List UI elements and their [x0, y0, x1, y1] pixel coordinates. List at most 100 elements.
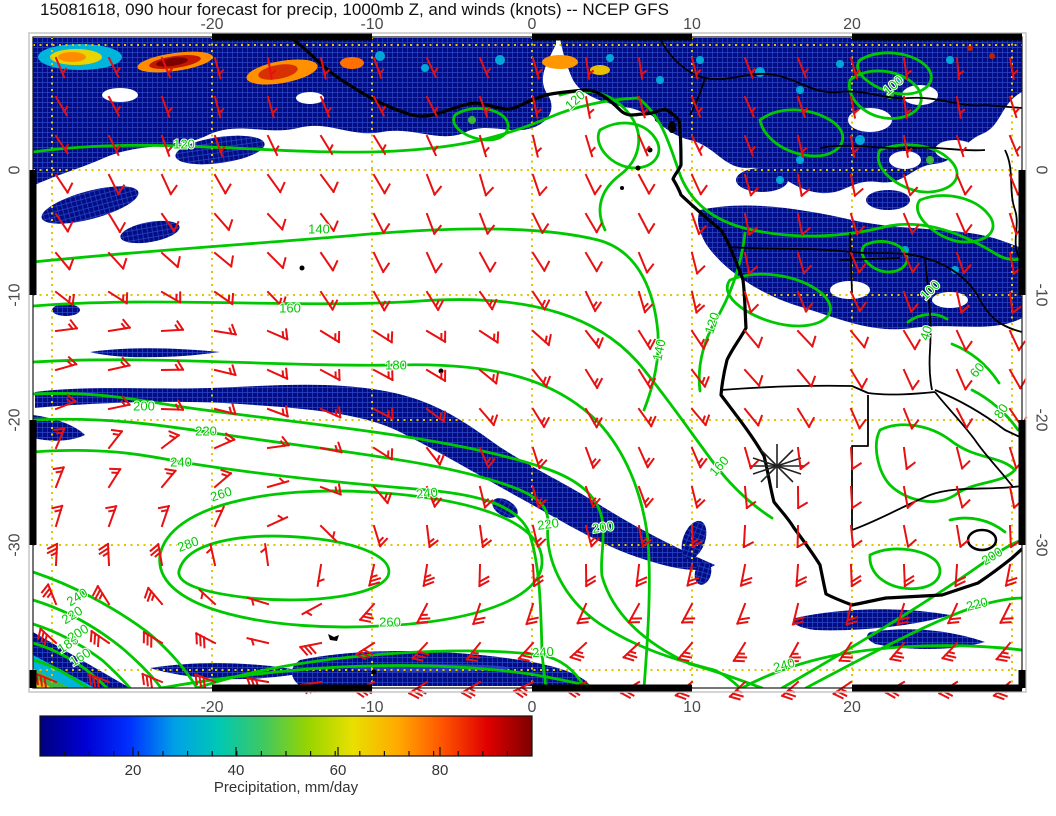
wind-barb — [690, 56, 702, 80]
wind-barb — [54, 290, 76, 307]
wind-barb — [425, 95, 439, 118]
contour-label: 260 — [379, 615, 401, 630]
y-axis-label-right: 0 — [1033, 166, 1050, 175]
wind-barb — [89, 629, 111, 648]
wind-barb — [743, 173, 760, 197]
contour-label: 120 — [173, 137, 195, 152]
wind-barb — [266, 56, 277, 80]
wind-barb — [584, 329, 604, 349]
y-axis-label-right: -20 — [1033, 408, 1050, 431]
wind-barb — [372, 407, 394, 421]
contour-label: 200 — [591, 518, 615, 536]
wind-barb — [796, 368, 817, 388]
wind-barb — [955, 368, 973, 391]
wind-barb — [584, 368, 604, 390]
wind-barb — [478, 173, 495, 197]
wind-barb — [425, 485, 443, 508]
wind-barb — [955, 524, 970, 549]
wind-barb — [478, 95, 491, 119]
geography-layer — [288, 37, 1022, 675]
wind-barb — [531, 134, 543, 158]
wind-barb — [213, 56, 225, 80]
x-axis-label-bottom: 20 — [843, 699, 861, 716]
wind-barb — [531, 56, 543, 80]
wind-barb — [54, 173, 74, 194]
wind-barb — [1008, 134, 1022, 157]
colorbar-tick-label: 80 — [432, 762, 449, 779]
wind-barb — [478, 212, 496, 236]
wind-barb — [955, 56, 965, 80]
contour-120-coastal — [636, 96, 1022, 393]
wind-barb — [531, 407, 551, 429]
wind-barb — [425, 212, 443, 236]
wind-barb — [246, 596, 270, 606]
wind-barb — [902, 485, 917, 510]
wind-barb — [319, 134, 334, 156]
wind-barb — [368, 563, 382, 587]
wind-barb — [796, 329, 817, 348]
colorbar-tick-label: 40 — [228, 762, 245, 779]
island-gough — [371, 669, 377, 675]
wind-barb — [955, 95, 966, 119]
wind-barb — [531, 173, 548, 197]
wind-barb — [736, 602, 750, 625]
wind-barb — [1004, 563, 1018, 587]
wind-barb — [732, 641, 748, 663]
colorbar-gradient — [39, 715, 533, 757]
wind-barb — [955, 290, 971, 314]
y-axis-label-left: -30 — [7, 533, 24, 556]
contour-260-closed — [158, 489, 544, 629]
wind-barb — [52, 466, 65, 489]
wind-barb — [319, 212, 339, 233]
wind-barb — [955, 485, 971, 509]
contour-120 — [33, 96, 640, 154]
wind-barb — [266, 405, 289, 418]
wind-barb — [849, 212, 866, 236]
wind-barb — [686, 563, 700, 587]
wind-barb — [266, 212, 287, 231]
wind-barb — [266, 290, 287, 309]
contour-220-south — [159, 664, 602, 688]
wind-barb — [902, 56, 913, 80]
wind-barb — [780, 680, 800, 701]
wind-barb — [902, 290, 920, 314]
wind-barb — [107, 173, 126, 196]
wind-barb — [902, 134, 913, 158]
country-borders-south — [720, 384, 1022, 531]
contour-240-sw — [33, 570, 199, 688]
wind-barb — [213, 505, 226, 528]
wind-barb — [213, 323, 238, 336]
wind-barb — [425, 251, 443, 274]
wind-barb — [478, 368, 500, 385]
contour-label: 180 — [385, 358, 407, 373]
wind-barb — [266, 514, 289, 528]
wind-barb — [637, 485, 655, 509]
wind-barb — [372, 173, 391, 195]
contour-zim-40 — [906, 313, 949, 324]
wind-barb — [743, 134, 756, 157]
wind-barb — [796, 134, 808, 158]
wind-barb — [690, 485, 706, 509]
wind-barb — [266, 134, 280, 157]
wind-barb — [849, 446, 863, 471]
wind-barb — [160, 134, 173, 158]
wind-barb — [88, 673, 111, 689]
wind-barb — [1008, 368, 1027, 390]
contour-congo-2 — [847, 69, 923, 120]
wind-barb — [849, 407, 867, 430]
contour-label: 120 — [702, 310, 723, 335]
contour-label: 40 — [917, 324, 936, 342]
wind-barb — [316, 563, 325, 587]
wind-barb — [902, 368, 920, 391]
wind-barb — [319, 483, 342, 496]
contour-180-sw — [33, 641, 109, 688]
wind-barb — [786, 641, 801, 663]
wind-barb — [796, 173, 811, 198]
wind-barb — [478, 524, 493, 549]
wind-barb — [531, 485, 547, 509]
wind-barb — [107, 428, 124, 450]
wind-barb — [849, 134, 860, 158]
wind-barb — [849, 524, 863, 549]
wind-barb — [160, 468, 177, 489]
